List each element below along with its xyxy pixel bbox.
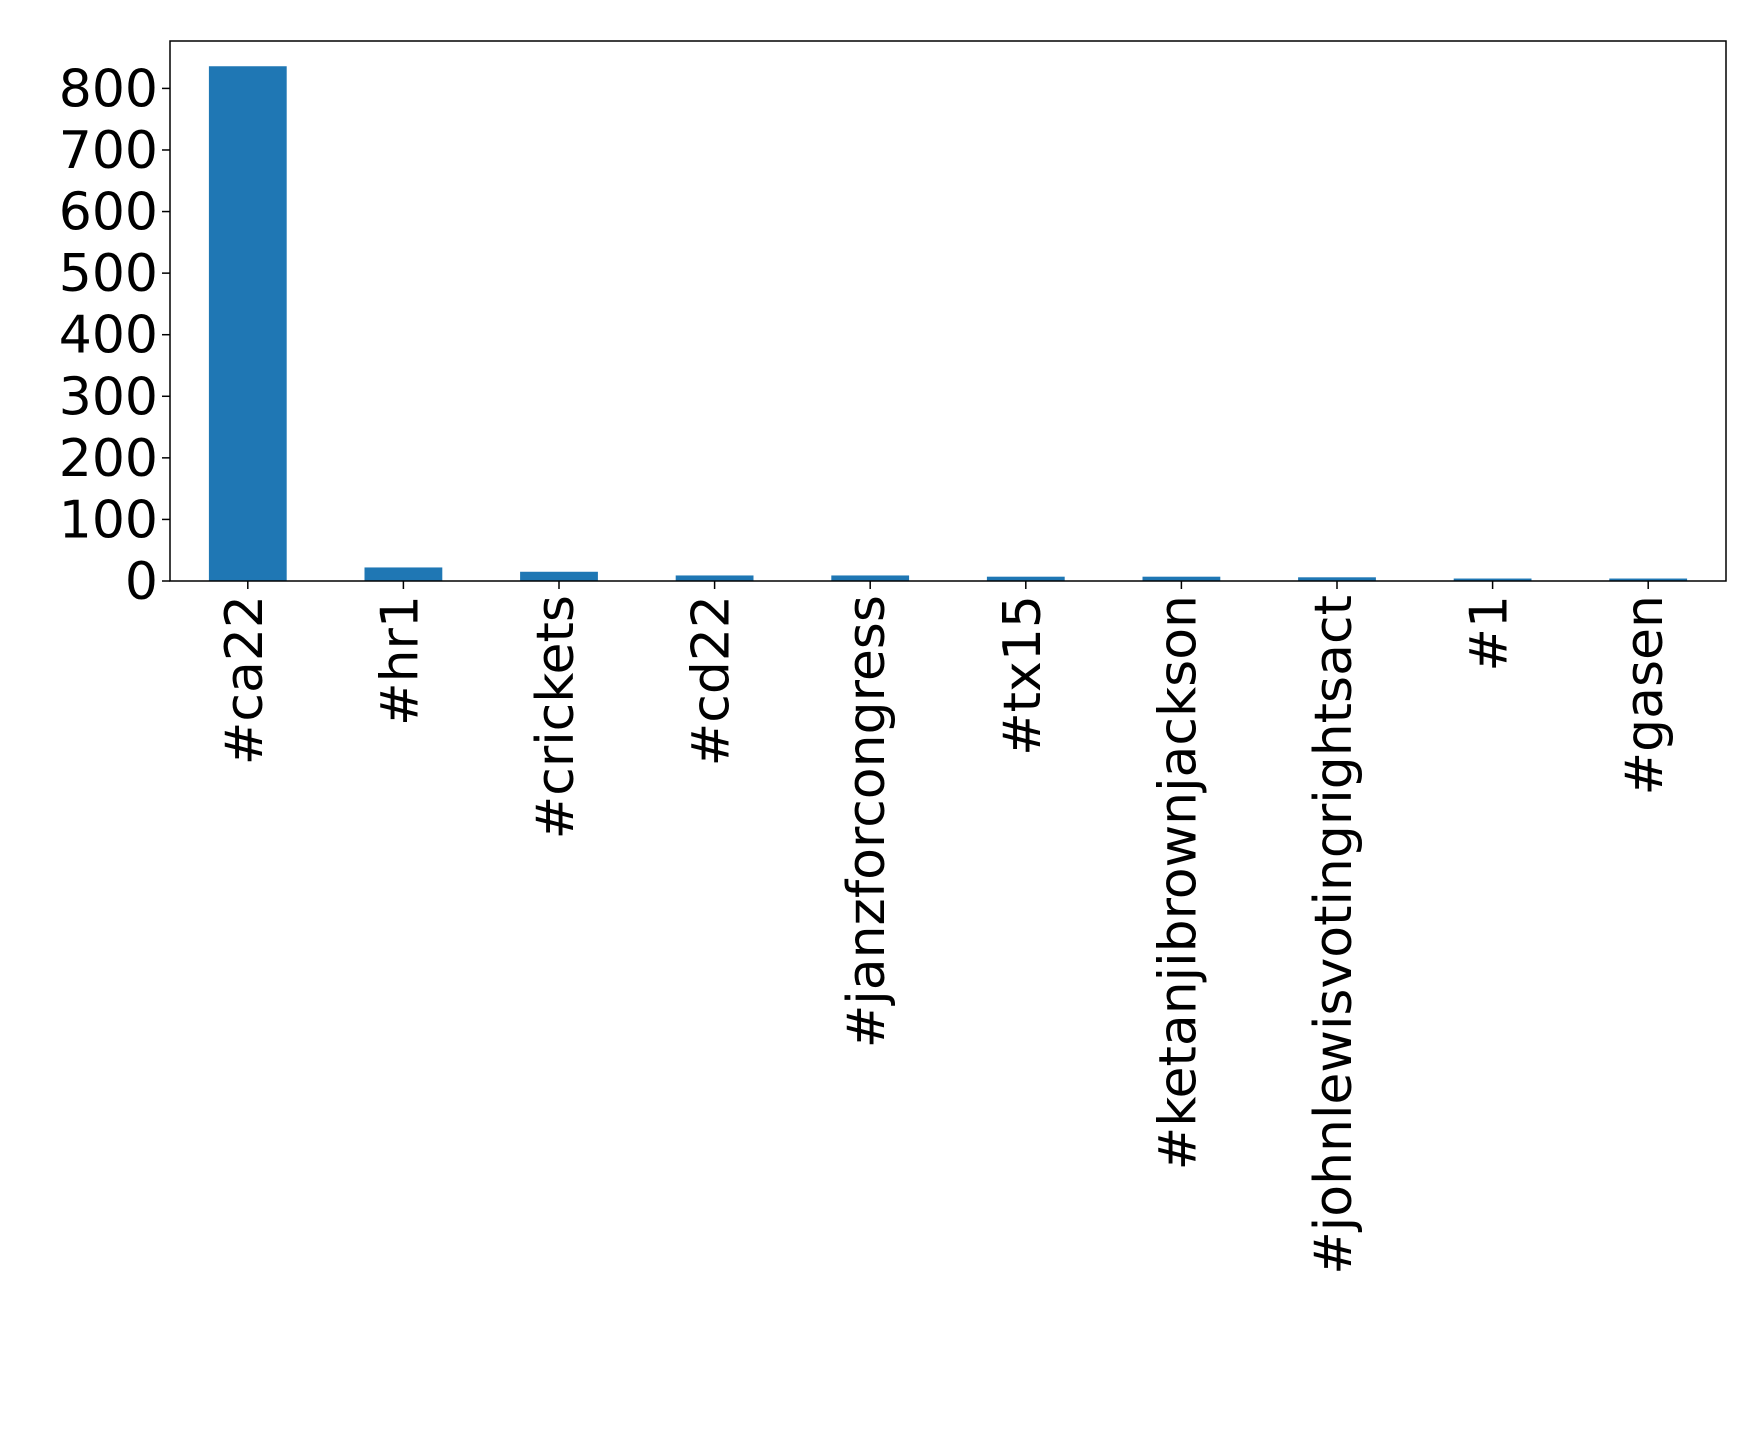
- x-tick-label: #janzforcongress: [837, 595, 897, 1048]
- bar: [208, 66, 287, 581]
- bar: [1609, 578, 1688, 581]
- bar: [364, 567, 443, 581]
- x-tick-label: #johnlewisvotingrightsact: [1304, 595, 1364, 1275]
- y-tick-label: 700: [59, 121, 158, 181]
- bar: [831, 575, 910, 581]
- bar: [520, 571, 598, 581]
- x-tick-label: #ketanjibrownjackson: [1148, 595, 1208, 1170]
- bar: [986, 576, 1065, 581]
- x-tick-label: #tx15: [993, 595, 1053, 756]
- y-tick-label: 500: [59, 244, 158, 304]
- y-tick-label: 200: [59, 429, 158, 489]
- y-tick-label: 0: [125, 552, 158, 612]
- y-tick-label: 800: [59, 59, 158, 119]
- y-tick-label: 100: [59, 490, 158, 550]
- x-tick-label: #gasen: [1615, 595, 1675, 795]
- bar: [1142, 576, 1221, 581]
- x-tick-label: #crickets: [526, 595, 586, 839]
- bar: [1453, 578, 1532, 581]
- bar: [675, 575, 754, 581]
- y-tick-label: 300: [59, 367, 158, 427]
- x-tick-label: #ca22: [215, 595, 275, 765]
- x-tick-label: #hr1: [370, 595, 430, 726]
- x-tick-label: #cd22: [682, 595, 742, 766]
- plot-frame: [169, 40, 1727, 582]
- bar: [1298, 577, 1376, 581]
- y-tick-label: 400: [59, 306, 158, 366]
- y-tick-label: 600: [59, 183, 158, 243]
- x-tick-label: #1: [1460, 595, 1520, 672]
